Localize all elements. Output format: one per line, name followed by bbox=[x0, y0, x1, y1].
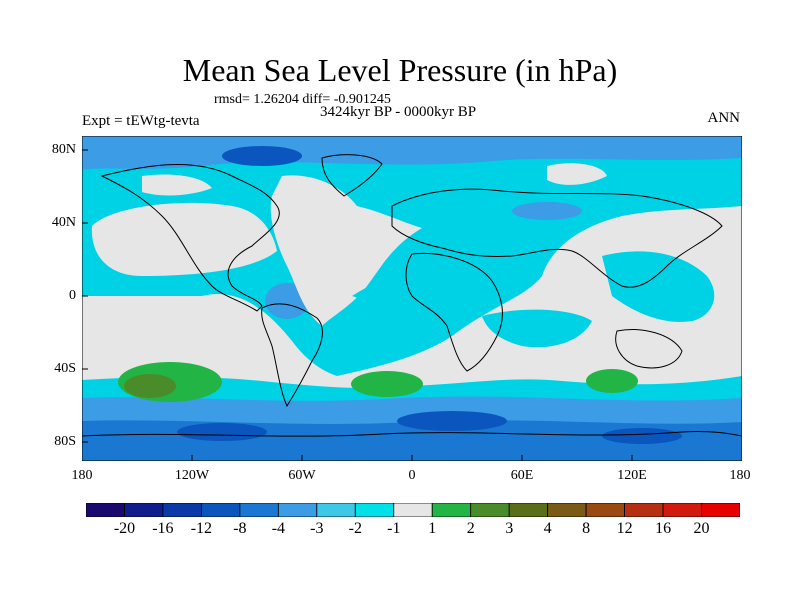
north-america-outline bbox=[100, 163, 280, 312]
tropics-grey-region bbox=[82, 206, 742, 389]
colorbar-swatch bbox=[393, 503, 433, 517]
colorbar-label: 12 bbox=[616, 520, 633, 537]
plot-title: Mean Sea Level Pressure (in hPa) bbox=[182, 52, 618, 88]
colorbar-swatch bbox=[124, 503, 164, 517]
colorbar-swatch bbox=[624, 503, 664, 517]
antarctica-outline bbox=[82, 431, 742, 437]
colorbar-label: -4 bbox=[271, 520, 286, 537]
lon-label-180e: 180 bbox=[729, 468, 751, 483]
north-atlantic-grey-region bbox=[270, 175, 422, 326]
south-america-outline bbox=[261, 303, 323, 408]
colorbar bbox=[86, 503, 740, 517]
colorbar-label: 20 bbox=[693, 520, 710, 537]
arctic-dark-blue-patch bbox=[222, 146, 302, 166]
colorbar-swatch bbox=[239, 503, 279, 517]
colorbar-label: -8 bbox=[233, 520, 247, 537]
pacific-cyan-region bbox=[602, 251, 715, 322]
lon-label-0: 0 bbox=[408, 468, 416, 483]
colorbar-label: 2 bbox=[466, 520, 475, 537]
indian-ocean-cyan-region bbox=[482, 309, 592, 348]
colorbar-label: 4 bbox=[543, 520, 552, 537]
colorbar-swatch bbox=[431, 503, 472, 517]
colorbar-label: -16 bbox=[152, 520, 174, 537]
colorbar-label: -3 bbox=[310, 520, 324, 537]
colorbar-label: -12 bbox=[190, 520, 213, 537]
alaska-grey-region bbox=[142, 174, 212, 196]
colorbar-label: -2 bbox=[348, 520, 362, 537]
time-period: 3424kyr BP - 0000kyr BP bbox=[320, 104, 477, 120]
colorbar-swatch bbox=[316, 503, 356, 517]
colorbar-swatch bbox=[470, 503, 510, 517]
africa-cyan-region bbox=[352, 260, 512, 312]
antarctic-dark-blue-patch-1 bbox=[177, 423, 267, 441]
colorbar-swatch bbox=[547, 503, 587, 517]
axis-ticks bbox=[82, 149, 633, 461]
colorbar-label: 1 bbox=[428, 520, 437, 537]
africa-outline bbox=[405, 252, 503, 372]
colorbar-swatch bbox=[701, 503, 740, 517]
colorbar-swatch bbox=[354, 503, 395, 517]
south-pacific-darker-core bbox=[124, 374, 176, 398]
east-siberia-grey-region bbox=[547, 163, 607, 185]
lon-label-180w: 180 bbox=[71, 468, 93, 483]
colorbar-swatch bbox=[86, 503, 125, 517]
australia-outline bbox=[615, 329, 683, 369]
rmsd-diff-stats: rmsd= 1.26204 diff= -0.901245 bbox=[214, 92, 391, 107]
colorbar-label: -1 bbox=[387, 520, 401, 537]
lon-label-60e: 60E bbox=[510, 468, 534, 483]
greenland-outline bbox=[321, 154, 383, 197]
colorbar-swatch bbox=[662, 503, 702, 517]
lat-label-0: 0 bbox=[69, 288, 76, 303]
colorbar-label: 8 bbox=[582, 520, 591, 537]
lat-label-80n: 80N bbox=[51, 142, 76, 157]
colorbar-label: 16 bbox=[655, 520, 672, 537]
antarctic-dark-blue-patch-2 bbox=[397, 411, 507, 431]
colorbar-swatch bbox=[585, 503, 625, 517]
colorbar-swatch bbox=[201, 503, 241, 517]
colorbar-label: -20 bbox=[113, 520, 136, 537]
coastlines bbox=[82, 154, 742, 437]
colorbar-swatch bbox=[277, 503, 318, 517]
lat-label-80s: 80S bbox=[54, 434, 76, 449]
north-pacific-grey-region bbox=[91, 202, 277, 276]
experiment-label: Expt = tEWtg-tevta bbox=[82, 113, 200, 129]
lat-label-40n: 40N bbox=[51, 215, 76, 230]
colorbar-label: 3 bbox=[505, 520, 514, 537]
south-america-blue-patch bbox=[265, 283, 309, 319]
colorbar-swatch bbox=[508, 503, 549, 517]
siberia-blue-patch bbox=[512, 202, 582, 220]
lon-label-120w: 120W bbox=[174, 468, 210, 483]
lat-label-40s: 40S bbox=[54, 361, 76, 376]
season-label: ANN bbox=[707, 110, 741, 126]
pressure-anomaly-map bbox=[82, 136, 742, 461]
antarctic-dark-blue-patch-3 bbox=[602, 428, 682, 444]
eurasia-outline bbox=[391, 188, 723, 288]
lon-label-120e: 120E bbox=[617, 468, 647, 483]
colorbar-swatch bbox=[162, 503, 202, 517]
south-atlantic-green-high bbox=[351, 371, 423, 397]
south-indian-green-high bbox=[586, 369, 638, 393]
lon-label-60w: 60W bbox=[288, 468, 316, 483]
